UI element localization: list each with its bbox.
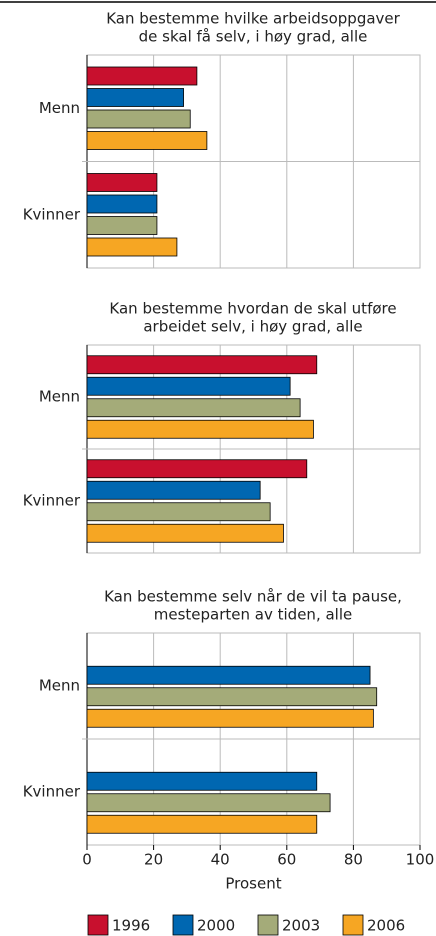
legend-swatch (342, 914, 364, 936)
category-label: Menn (39, 677, 80, 695)
chart-title: de skal få selv, i høy grad, alle (139, 28, 368, 46)
x-tick-label: 40 (211, 851, 230, 869)
legend-swatch (257, 914, 279, 936)
x-axis-label: Prosent (225, 875, 281, 893)
bar (86, 216, 158, 235)
bar (86, 502, 271, 522)
chart-title: Kan bestemme hvilke arbeidsoppgaver (106, 10, 400, 28)
chart-title: Kan bestemme hvordan de skal utføre (109, 300, 396, 318)
legend-label: 1996 (112, 917, 150, 935)
bar (86, 376, 291, 396)
bar (86, 398, 301, 418)
chart-title: arbeidet selv, i høy grad, alle (143, 318, 362, 336)
bar (86, 88, 184, 107)
chart-title: Kan bestemme selv når de vil ta pause, (104, 588, 402, 606)
category-label: Kvinner (23, 205, 81, 223)
legend-swatch (87, 914, 109, 936)
x-tick-label: 60 (277, 851, 296, 869)
x-tick-label: 20 (144, 851, 163, 869)
bar (86, 665, 371, 685)
bar (86, 480, 261, 500)
bar (86, 237, 178, 257)
bar (86, 109, 191, 129)
bar (86, 708, 374, 728)
legend-swatch (172, 914, 194, 936)
x-tick-label: 80 (344, 851, 363, 869)
bar (86, 419, 314, 439)
bar (86, 459, 308, 479)
category-label: Menn (39, 99, 80, 117)
x-tick-label: 0 (82, 851, 92, 869)
bar (86, 131, 208, 150)
category-label: Kvinner (23, 783, 81, 801)
bar (86, 793, 331, 813)
bar (86, 814, 318, 834)
bar (86, 523, 284, 543)
bar (86, 66, 198, 86)
category-label: Kvinner (23, 492, 81, 510)
category-label: Menn (39, 388, 80, 406)
bar (86, 771, 318, 791)
bar (86, 173, 158, 192)
legend-label: 2003 (282, 917, 320, 935)
bar (86, 687, 378, 707)
legend-label: 2000 (197, 917, 235, 935)
bar (86, 194, 158, 214)
bar (86, 355, 318, 375)
legend-label: 2006 (367, 917, 405, 935)
x-tick-label: 100 (406, 851, 435, 869)
chart-title: mesteparten av tiden, alle (154, 606, 352, 624)
